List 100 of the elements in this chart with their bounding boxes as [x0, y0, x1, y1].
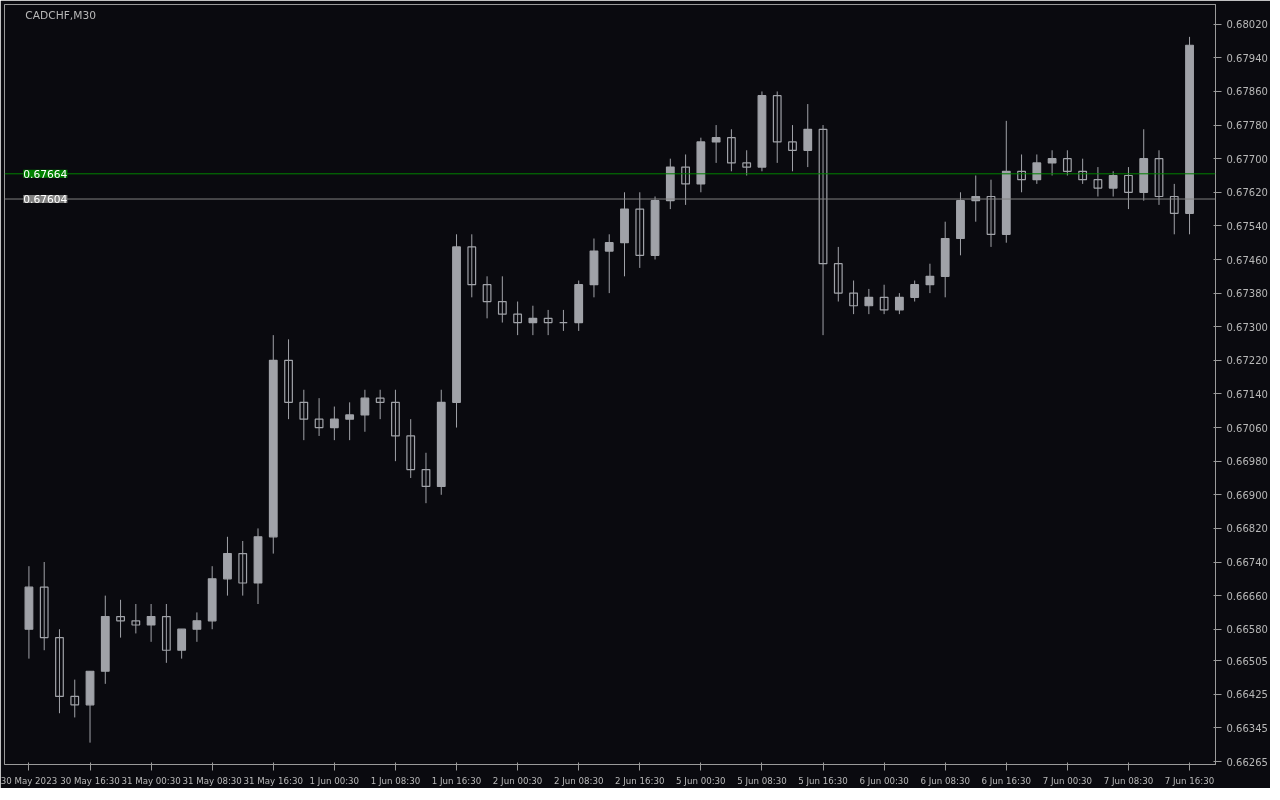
y-tick-label: 0.67220 — [1226, 355, 1268, 367]
y-tick-label: 0.66425 — [1226, 689, 1268, 701]
candlestick — [406, 418, 416, 479]
candlestick — [299, 389, 309, 441]
candlestick — [726, 128, 736, 172]
candlestick — [70, 679, 80, 718]
y-tick-label: 0.66740 — [1226, 557, 1268, 568]
y-tick-label: 0.67940 — [1226, 52, 1268, 64]
candlestick — [1124, 166, 1133, 210]
candlestick — [910, 280, 920, 303]
x-tick-label: 6 Jun 00:30 — [859, 775, 909, 786]
y-tick-label: 0.67780 — [1226, 120, 1268, 132]
candlestick — [467, 233, 477, 298]
y-tick-label: 0.67140 — [1226, 388, 1268, 400]
candlestick — [681, 153, 691, 206]
x-tick-label: 2 Jun 16:30 — [615, 775, 665, 786]
y-tick-label: 0.66345 — [1226, 722, 1268, 734]
chart-title: CADCHF,M30 — [25, 8, 97, 22]
candlestick — [55, 628, 64, 714]
candlestick — [1154, 149, 1164, 206]
candlestick — [543, 309, 553, 336]
candlestick — [345, 401, 355, 441]
y-tick-label: 0.67460 — [1226, 254, 1268, 266]
candlestick — [1017, 153, 1026, 193]
candlestick — [818, 124, 828, 336]
y-tick-label: 0.67300 — [1226, 321, 1268, 333]
x-tick-label: 30 May 16:30 — [60, 775, 120, 786]
y-tick-label: 0.66900 — [1226, 489, 1268, 501]
x-tick-label: 31 May 08:30 — [182, 775, 242, 786]
x-tick-label: 5 Jun 08:30 — [737, 775, 787, 786]
y-tick-label: 0.67540 — [1226, 220, 1268, 232]
candlestick — [986, 179, 996, 248]
candlestick — [925, 263, 935, 294]
y-tick-label: 0.66660 — [1226, 590, 1268, 602]
candlestick — [1047, 149, 1057, 176]
candlestick — [833, 246, 843, 303]
y-tick-label: 0.67620 — [1226, 187, 1268, 199]
candlestick — [803, 103, 813, 168]
x-tick-label: 2 Jun 08:30 — [553, 775, 604, 786]
y-tick-label: 0.67380 — [1226, 288, 1268, 300]
candlestick — [1093, 166, 1103, 197]
y-tick-label: 0.67860 — [1226, 86, 1268, 98]
y-tick-label: 0.67700 — [1226, 153, 1268, 165]
x-tick-label: 6 Jun 16:30 — [981, 775, 1032, 786]
candlestick — [146, 603, 156, 643]
candlestick — [788, 124, 797, 172]
candlestick — [482, 275, 492, 319]
candlestick — [360, 389, 370, 433]
x-tick-label: 1 Jun 16:30 — [431, 775, 482, 786]
candlestick — [772, 90, 782, 164]
x-tick-label: 7 Jun 16:30 — [1164, 775, 1215, 786]
y-tick-label: 0.66980 — [1226, 456, 1268, 468]
candlestick — [513, 301, 523, 336]
candlestick — [711, 124, 721, 164]
x-tick-label: 1 Jun 00:30 — [309, 775, 360, 786]
candlestick — [1169, 183, 1179, 235]
candlestick — [161, 603, 171, 664]
x-tick-label: 5 Jun 00:30 — [676, 775, 726, 786]
candlestick — [131, 603, 141, 634]
x-tick-label: 2 Jun 00:30 — [492, 775, 543, 786]
candlestick — [177, 628, 187, 660]
candlestick — [375, 389, 385, 420]
candlestick — [849, 280, 858, 315]
candlestick — [314, 397, 324, 437]
y-tick-label: 0.66580 — [1226, 624, 1268, 636]
candlestick — [116, 599, 125, 639]
candlestick — [604, 233, 614, 294]
y-tick-label: 0.68020 — [1226, 19, 1268, 31]
candlestick — [421, 452, 431, 504]
candlestick — [39, 561, 49, 651]
x-tick-label: 30 May 2023 — [0, 775, 58, 786]
candlestick — [497, 275, 507, 324]
candlestick — [528, 305, 538, 336]
x-tick-label: 7 Jun 08:30 — [1103, 775, 1154, 786]
y-tick-label: 0.66505 — [1226, 655, 1268, 667]
candlestick — [742, 149, 752, 176]
x-tick-label: 1 Jun 08:30 — [370, 775, 421, 786]
candlestick — [864, 288, 874, 315]
ref-line-label: 0.67604 — [23, 193, 68, 207]
y-tick-label: 0.66820 — [1226, 523, 1268, 535]
x-tick-label: 31 May 16:30 — [243, 775, 303, 786]
candlestick — [894, 292, 904, 315]
candlestick — [879, 284, 889, 315]
y-tick-label: 0.66265 — [1226, 756, 1268, 768]
candlestick — [635, 191, 645, 269]
x-tick-label: 6 Jun 08:30 — [920, 775, 970, 786]
candlestick — [1032, 153, 1042, 185]
candlestick — [329, 406, 339, 441]
candlestick — [238, 540, 248, 597]
x-tick-label: 5 Jun 16:30 — [798, 775, 848, 786]
x-tick-label: 31 May 00:30 — [121, 775, 181, 786]
candlestick — [391, 389, 400, 462]
candlestick — [1062, 149, 1072, 176]
candlestick — [1078, 158, 1088, 185]
x-tick-label: 7 Jun 00:30 — [1042, 775, 1093, 786]
candlestick — [1108, 170, 1118, 197]
candlestick — [192, 611, 202, 643]
ref-line-label: 0.67664 — [23, 167, 68, 181]
y-tick-label: 0.67060 — [1226, 422, 1268, 434]
candlestick — [284, 338, 293, 420]
